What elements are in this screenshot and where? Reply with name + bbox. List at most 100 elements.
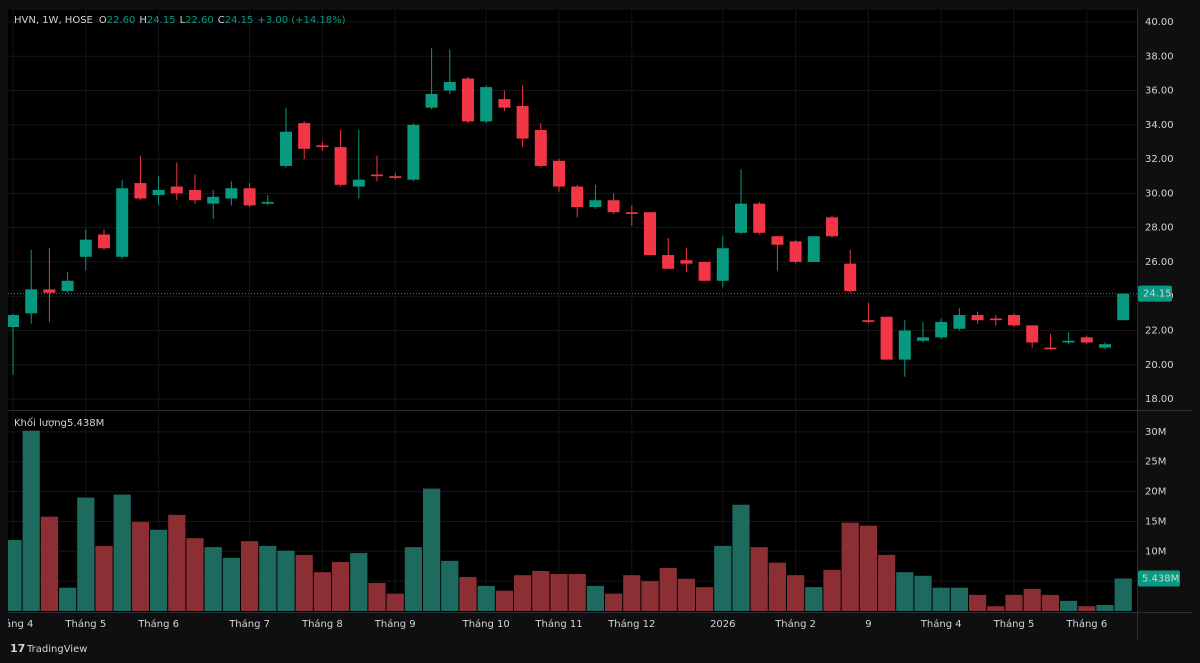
candle-body (898, 330, 911, 360)
volume-bar (750, 547, 768, 611)
volume-bar (586, 585, 604, 611)
volume-bar (368, 582, 386, 611)
candle-body (225, 188, 238, 199)
candle-body (862, 320, 875, 322)
volume-bar (459, 576, 477, 611)
volume-bar (768, 562, 786, 611)
volume-bar (1078, 606, 1096, 611)
x-tick-label: Tháng 11 (534, 618, 582, 630)
volume-tick-label: 10M (1145, 546, 1166, 557)
volume-bar (714, 545, 732, 611)
candle-body (316, 145, 329, 148)
volume-bar (8, 539, 22, 611)
candle-body (953, 315, 966, 329)
legend-header: HVN, 1W, HOSE O22.60 H24.15 L22.60 C24.15 +3.… (14, 15, 346, 26)
volume-bar (605, 593, 623, 611)
volume-bar (896, 572, 914, 611)
x-tick-label: Tháng 4 (0, 618, 33, 630)
volume-bar (241, 541, 259, 611)
legend-key: H (139, 15, 147, 26)
legend-value: 24.15 (147, 15, 176, 26)
candle-body (1044, 347, 1057, 350)
candle-body (698, 261, 711, 281)
volume-bar (259, 545, 277, 611)
volume-tick-label: 20M (1145, 487, 1166, 498)
volume-bar (150, 529, 168, 611)
candle-body (207, 196, 220, 204)
volume-bar (295, 554, 313, 611)
candle-body (25, 289, 38, 314)
candle-body (662, 255, 675, 269)
candle-body (1080, 337, 1093, 343)
legend-key: C (218, 15, 225, 26)
logo-icon: 17 (10, 642, 25, 655)
volume-bar (113, 494, 131, 611)
candle-body (61, 280, 74, 292)
candle-body (280, 131, 292, 166)
footer-text: TradingView (26, 644, 87, 655)
volume-bar (77, 497, 95, 611)
y-tick-label: 32.00 (1145, 154, 1174, 165)
volume-bar (423, 488, 441, 611)
volume-bar (59, 587, 77, 611)
candle-body (98, 234, 110, 249)
volume-bar (1005, 594, 1023, 611)
y-tick-label: 38.00 (1145, 51, 1174, 62)
candle-body (43, 289, 56, 293)
candle-body (371, 174, 383, 177)
y-tick-label: 36.00 (1145, 86, 1174, 97)
candle-body (989, 318, 1002, 321)
candle-body (462, 78, 474, 122)
x-tick-label: Tháng 10 (462, 618, 510, 630)
volume-bar (932, 587, 950, 611)
volume-bar (641, 581, 659, 611)
candle-body (935, 321, 948, 338)
candle-body (189, 189, 201, 201)
volume-bar (40, 516, 58, 611)
volume-bar (1041, 594, 1059, 611)
volume-bar (131, 522, 149, 611)
volume-tick-label: 30M (1145, 427, 1166, 438)
volume-bar (404, 547, 422, 611)
volume-bar (1114, 578, 1132, 611)
candle-body (917, 337, 929, 341)
volume-tick-label: 15M (1145, 516, 1166, 527)
volume-bar (514, 575, 532, 611)
volume-bar (95, 545, 113, 611)
x-tick-label: Tháng 8 (301, 618, 343, 630)
volume-bar (841, 522, 859, 611)
x-tick-label: Tháng 5 (64, 618, 106, 630)
x-tick-label: 9 (865, 619, 871, 630)
candle-body (644, 212, 656, 256)
y-tick-label: 40.00 (1145, 17, 1174, 28)
candle-body (753, 203, 766, 233)
candle-body (516, 105, 529, 139)
volume-bar (1023, 588, 1041, 611)
plot: Tháng 4 Tháng 5 Tháng 6 Tháng 7 Tháng 8 Tháng… (0, 10, 1137, 630)
candle-body (261, 201, 274, 204)
candle-body (298, 123, 311, 149)
x-tick-label: Tháng 7 (228, 618, 270, 630)
y-tick-label: 20.00 (1145, 360, 1174, 371)
volume-bar (987, 606, 1005, 611)
volume-bar (222, 557, 240, 611)
volume-bar (186, 538, 204, 611)
candle-body (243, 188, 256, 206)
x-tick-label: Tháng 4 (920, 618, 962, 630)
candle-body (8, 315, 19, 328)
volume-tick-label: 25M (1145, 457, 1166, 468)
volume-bar (477, 585, 495, 611)
volume-bar (495, 590, 513, 611)
plot-area (8, 10, 1137, 612)
volume-bar (313, 572, 331, 611)
volume-bar (332, 562, 350, 611)
candle-body (607, 200, 620, 213)
candle-body (170, 186, 183, 194)
candle-body (589, 200, 602, 208)
volume-bar (550, 573, 568, 611)
legend-value: 22.60 (185, 15, 214, 26)
volume-bar (787, 575, 805, 611)
y-tick-label: 34.00 (1145, 120, 1174, 131)
volume-bar (823, 569, 841, 611)
volume-bar (859, 525, 877, 611)
